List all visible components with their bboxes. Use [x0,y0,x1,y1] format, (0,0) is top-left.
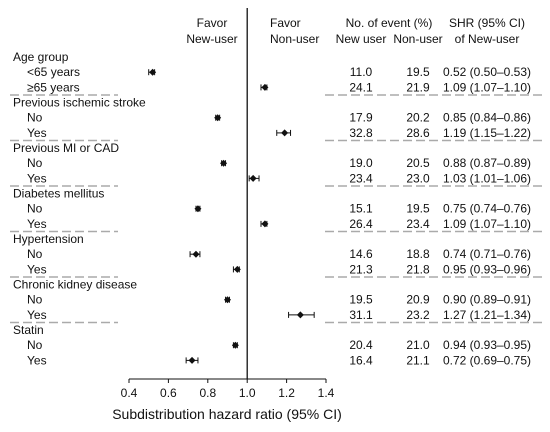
shr-value: 0.90 (0.89–0.91) [443,293,531,307]
point-estimate [261,83,269,91]
row-label: No [27,156,43,170]
favor-left-line1: Favor [197,16,228,30]
x-axis: 0.4 0.6 0.8 1.0 1.2 1.4 [121,8,335,400]
favor-left-line2: New-user [186,32,237,46]
row-label: Yes [27,353,47,367]
non-user-events: 20.5 [406,156,430,170]
shr-value: 0.52 (0.50–0.53) [443,65,531,79]
shr-value: 0.95 (0.93–0.96) [443,262,531,276]
point-estimate [261,220,269,228]
x-tick-label: 0.8 [199,386,216,400]
new-user-events: 32.8 [349,126,373,140]
shr-value: 1.09 (1.07–1.10) [443,217,531,231]
row-label: No [27,111,43,125]
estimate-marks [148,68,315,364]
favor-right-line1: Favor [270,16,301,30]
shr-value: 0.88 (0.87–0.89) [443,156,531,170]
new-user-events: 16.4 [349,353,373,367]
point-estimate [192,250,200,258]
new-user-events: 20.4 [349,338,373,352]
point-estimate [220,159,228,167]
point-estimate [214,114,222,122]
non-user-events: 23.4 [406,217,430,231]
new-user-header: New user [336,32,387,46]
non-user-events: 19.5 [406,65,430,79]
point-estimate [231,341,239,349]
point-estimate [296,311,304,319]
non-user-events: 23.2 [406,308,430,322]
shr-value: 0.75 (0.74–0.76) [443,202,531,216]
favor-right-line2: Non-user [270,32,319,46]
new-user-events: 19.0 [349,156,373,170]
row-label: ≥65 years [27,80,80,94]
shr-value: 0.85 (0.84–0.86) [443,111,531,125]
point-estimate [149,68,157,76]
shr-value: 1.09 (1.07–1.10) [443,80,531,94]
new-user-events: 24.1 [349,80,373,94]
non-user-events: 21.0 [406,338,430,352]
new-user-events: 19.5 [349,293,373,307]
group-title: Diabetes mellitus [13,187,104,201]
new-user-events: 17.9 [349,111,373,125]
group-title: Previous ischemic stroke [13,96,146,110]
point-estimate [233,265,241,273]
x-tick-label: 1.4 [318,386,335,400]
table-rows: Age group<65 years 11.0 19.5 0.52 (0.50–0.5… [10,50,544,367]
non-user-events: 18.8 [406,247,430,261]
row-label: Yes [27,308,47,322]
group-title: Hypertension [13,232,84,246]
shr-header: SHR (95% CI) [449,16,525,30]
shr-value: 1.27 (1.21–1.34) [443,308,531,322]
new-user-events: 31.1 [349,308,373,322]
group-title: Chronic kidney disease [13,278,137,292]
non-user-events: 28.6 [406,126,430,140]
row-label: Yes [27,217,47,231]
row-label: Yes [27,171,47,185]
non-user-events: 21.8 [406,262,430,276]
new-user-events: 21.3 [349,262,373,276]
x-axis-title: Subdistribution hazard ratio (95% CI) [112,406,342,422]
new-user-events: 14.6 [349,247,373,261]
row-label: No [27,293,43,307]
new-user-events: 23.4 [349,171,373,185]
group-title: Previous MI or CAD [13,141,119,155]
row-label: No [27,247,43,261]
shr-value: 0.72 (0.69–0.75) [443,353,531,367]
shr-value: 0.74 (0.71–0.76) [443,247,531,261]
shr-subheader: of New-user [455,32,520,46]
row-label: Yes [27,126,47,140]
shr-value: 1.03 (1.01–1.06) [443,171,531,185]
row-label: No [27,338,43,352]
point-estimate [281,129,289,137]
non-user-events: 19.5 [406,202,430,216]
x-tick-label: 0.6 [160,386,177,400]
events-header: No. of event (%) [346,16,433,30]
group-title: Age group [13,50,69,64]
row-label: No [27,202,43,216]
non-user-events: 23.0 [406,171,430,185]
non-user-events: 21.1 [406,353,430,367]
point-estimate [188,356,196,364]
non-user-events: 20.9 [406,293,430,307]
x-tick-label: 1.2 [278,386,295,400]
new-user-events: 26.4 [349,217,373,231]
shr-value: 1.19 (1.15–1.22) [443,126,531,140]
new-user-events: 11.0 [350,65,373,79]
point-estimate [249,174,257,182]
new-user-events: 15.1 [349,202,373,216]
non-user-header: Non-user [393,32,442,46]
non-user-events: 21.9 [406,80,430,94]
shr-value: 0.94 (0.93–0.95) [443,338,531,352]
header: Favor New-user Favor Non-user No. of eve… [186,16,525,46]
x-tick-label: 1.0 [239,386,256,400]
row-label: <65 years [27,65,80,79]
group-title: Statin [13,323,44,337]
point-estimate [224,296,231,304]
point-estimate [194,205,202,213]
x-tick-label: 0.4 [121,386,138,400]
non-user-events: 20.2 [406,111,430,125]
row-label: Yes [27,262,47,276]
